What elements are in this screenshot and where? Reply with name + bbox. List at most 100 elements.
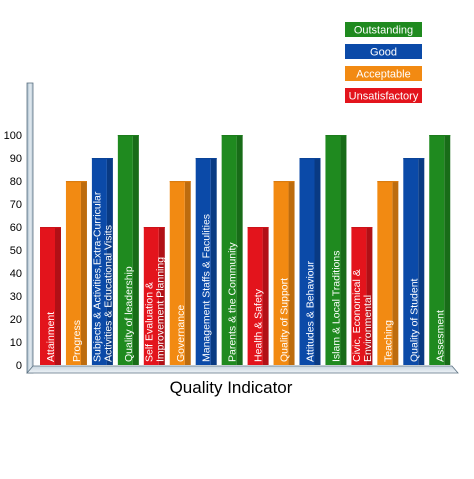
bar-side — [366, 227, 373, 365]
bar — [91, 158, 113, 365]
y-axis-wall — [26, 82, 34, 374]
bar-side — [236, 135, 243, 365]
bar-side — [340, 135, 347, 365]
legend-item: Outstanding — [345, 22, 422, 37]
bar-category-label: Management Staffs & Faculities — [201, 214, 213, 362]
y-tick-label: 90 — [10, 153, 22, 165]
bar-side — [444, 135, 451, 365]
bar — [351, 227, 373, 365]
bar-front — [40, 227, 55, 365]
bar-category-label: Subjects & Activities,Extra-Curricular — [91, 191, 103, 362]
bar-category-label: Civic, Economical & — [351, 269, 363, 362]
bar-category-label: Improvement Planning — [154, 257, 166, 362]
bar — [299, 158, 321, 365]
bar-front — [91, 158, 107, 365]
bar-top — [143, 227, 165, 229]
bar-category-label: Quality of leadership — [123, 266, 135, 362]
bar — [273, 181, 295, 365]
bar-front — [273, 181, 289, 365]
bar-side — [392, 181, 399, 365]
bar — [377, 181, 399, 365]
legend-swatch — [345, 66, 422, 81]
bar-category-label: Progress — [71, 320, 83, 362]
legend-label: Unsatisfactory — [349, 91, 419, 103]
bar-category-label: Environmental — [362, 295, 374, 362]
bar-side — [418, 158, 425, 365]
bar-top — [221, 135, 243, 137]
bar-top — [117, 135, 139, 137]
bar — [247, 227, 269, 365]
bar-category-label: Activities & Educational Visits — [102, 225, 114, 362]
bar-top — [403, 158, 425, 160]
bar-side — [55, 227, 61, 365]
y-tick-label: 30 — [10, 291, 22, 303]
bar-top — [65, 181, 87, 183]
y-tick-label: 80 — [10, 176, 22, 188]
bar — [195, 158, 217, 365]
legend-label: Good — [370, 47, 397, 59]
bar-top — [299, 158, 321, 160]
bar-top — [377, 181, 399, 183]
legend-item: Acceptable — [345, 66, 422, 81]
bar — [403, 158, 425, 365]
bar-side — [184, 181, 191, 365]
bar-category-label: Teaching — [382, 320, 394, 362]
bar-front — [351, 227, 367, 365]
bar — [429, 135, 451, 365]
bar-front — [195, 158, 211, 365]
bar-front — [143, 227, 159, 365]
bar-category-label: Parents & the Community — [227, 242, 239, 362]
bar-front — [221, 135, 237, 365]
bar-top — [351, 227, 373, 229]
bar — [325, 135, 347, 365]
bar-category-label: Attitudes & Behaviour — [305, 261, 317, 362]
bar-side — [80, 181, 87, 365]
bar — [169, 181, 191, 365]
y-tick-label: 20 — [10, 314, 22, 326]
bar-top — [91, 158, 113, 160]
x-axis-floor — [26, 365, 459, 374]
bar-top — [169, 181, 191, 183]
bar-front — [169, 181, 185, 365]
bar-category-label: Quality of Student — [408, 278, 420, 362]
bar-side — [132, 135, 139, 365]
bar-front — [117, 135, 133, 365]
legend-item: Unsatisfactory — [345, 88, 422, 103]
bar-category-label: Health & Safety — [253, 288, 265, 362]
bar-side — [288, 181, 295, 365]
bar — [117, 135, 139, 365]
legend-label: Outstanding — [354, 25, 413, 37]
bar-side — [210, 158, 217, 365]
bar-side — [158, 227, 165, 365]
y-tick-label: 40 — [10, 268, 22, 280]
legend-item: Good — [345, 44, 422, 59]
bar-top — [273, 181, 295, 183]
bar-front — [377, 181, 393, 365]
bar-top — [195, 158, 217, 160]
y-tick-label: 60 — [10, 222, 22, 234]
bar-front — [403, 158, 419, 365]
bar-top — [325, 135, 347, 137]
y-tick-label: 10 — [10, 337, 22, 349]
bar-category-label: Islam & Local Traditions — [330, 251, 342, 362]
bar — [221, 135, 243, 365]
bar-side — [262, 227, 269, 365]
bar — [65, 181, 87, 365]
bar-front — [429, 135, 445, 365]
y-tick-label: 70 — [10, 199, 22, 211]
legend-swatch — [345, 44, 422, 59]
bar-top — [429, 135, 451, 137]
legend-swatch — [345, 22, 422, 37]
bar-front — [299, 158, 315, 365]
bar — [40, 227, 61, 365]
bar-top — [247, 227, 269, 229]
bar-category-label: Assesment — [434, 310, 446, 362]
bar-front — [247, 227, 263, 365]
bar-front — [325, 135, 341, 365]
legend-label: Acceptable — [356, 69, 410, 81]
bar-category-label: Self Evaluation & — [143, 282, 155, 362]
legend-swatch — [345, 88, 422, 103]
bar-side — [106, 158, 113, 365]
